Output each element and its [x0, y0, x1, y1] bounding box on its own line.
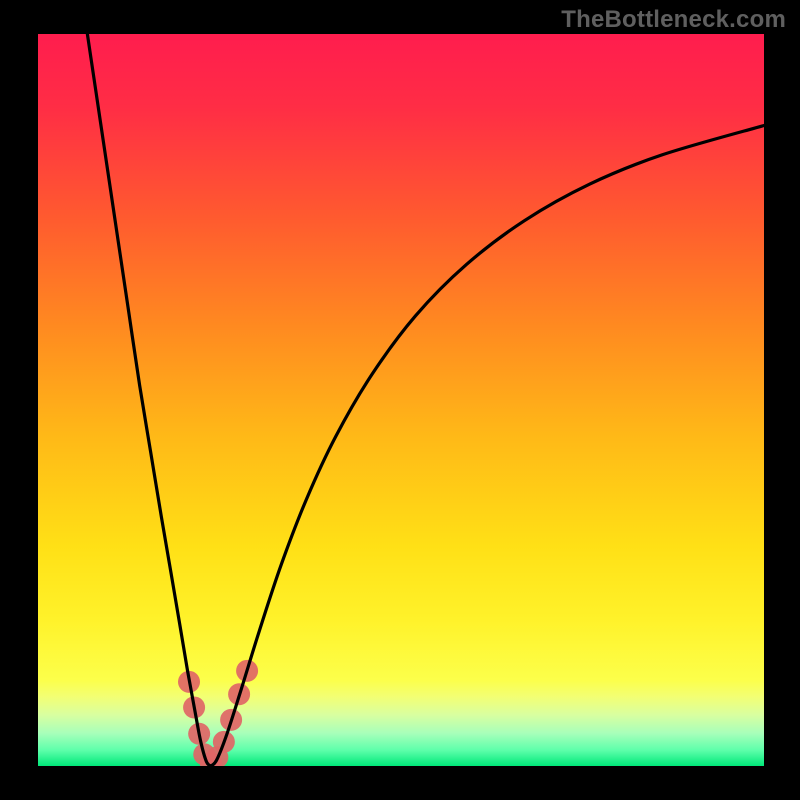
plot-area [38, 34, 764, 766]
watermark-text: TheBottleneck.com [561, 6, 786, 34]
figure-root: TheBottleneck.com [0, 0, 800, 800]
gradient-background [38, 34, 764, 766]
chart-svg [38, 34, 764, 766]
